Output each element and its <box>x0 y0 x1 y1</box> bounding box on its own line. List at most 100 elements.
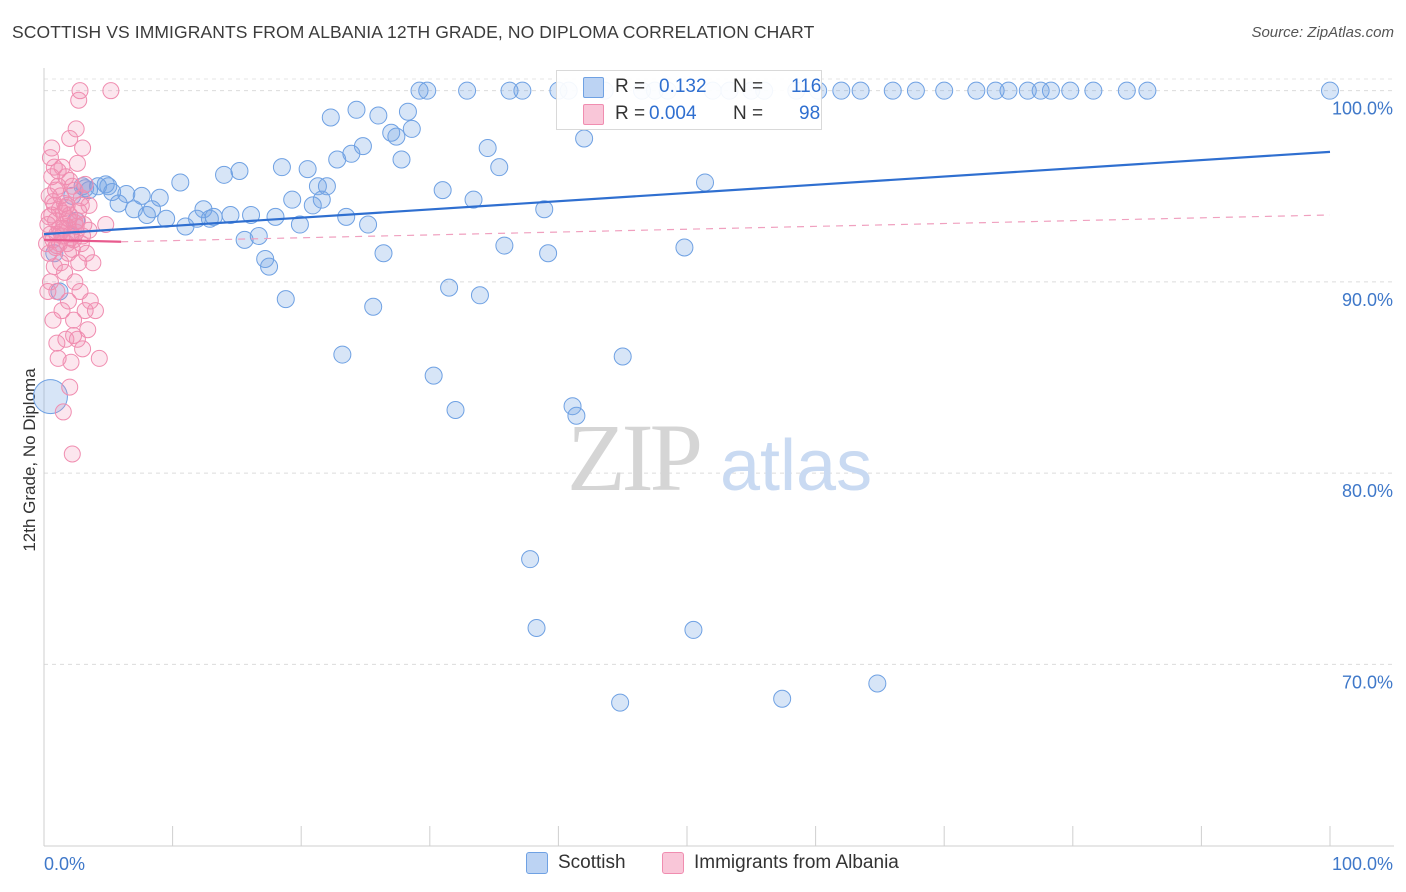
albania-point <box>49 162 67 180</box>
albania-point <box>71 82 89 100</box>
r-label: R = <box>615 76 646 97</box>
scottish-point <box>347 100 366 119</box>
scottish-point <box>478 139 497 158</box>
scottish-point <box>283 190 302 209</box>
scottish-point <box>249 227 268 246</box>
scottish-point <box>611 693 630 712</box>
scottish-point <box>353 137 372 156</box>
scottish-point <box>433 181 452 200</box>
scottish-point <box>424 366 443 385</box>
albania-point <box>77 244 95 262</box>
trend-lines <box>43 150 1331 243</box>
albania-point <box>54 403 72 421</box>
scottish-point <box>999 81 1018 100</box>
albania-point <box>53 302 71 320</box>
scottish-point <box>402 119 421 138</box>
legend-item-albania: Immigrants from Albania <box>662 852 899 874</box>
scottish-point <box>157 209 176 228</box>
albania-r-value: 0.004 <box>649 103 697 124</box>
scottish-n-value: 116 <box>791 76 822 97</box>
scottish-r-value: 0.132 <box>659 76 707 97</box>
scottish-point <box>410 81 429 100</box>
x-tick-label-min: 0.0% <box>44 854 85 874</box>
scottish-point <box>374 244 393 263</box>
scottish-point <box>99 177 118 196</box>
albania-point <box>102 82 120 100</box>
albania-point <box>63 240 81 258</box>
scottish-point <box>418 81 437 100</box>
scottish-point <box>613 347 632 366</box>
scottish-point <box>470 286 489 305</box>
tick-labels: 70.0% 80.0% 90.0% 100.0% 0.0% 100.0% <box>44 99 1393 874</box>
scottish-point <box>150 188 169 207</box>
scottish-point <box>832 81 851 100</box>
scottish-point <box>1117 81 1136 100</box>
scottish-point <box>1018 81 1037 100</box>
y-tick-label: 80.0% <box>1342 481 1393 501</box>
albania-point <box>74 340 92 358</box>
albania-point <box>67 217 85 235</box>
albania-point <box>39 282 57 300</box>
scottish-point <box>290 215 309 234</box>
scottish-point <box>171 173 190 192</box>
series-legend: Scottish Immigrants from Albania <box>0 852 1406 878</box>
scottish-point <box>76 179 95 198</box>
correlation-legend: R = 0.132 N = 116 R = 0.004 N = 98 <box>556 70 822 130</box>
x-tick-label-max: 100.0% <box>1332 854 1393 874</box>
albania-point <box>57 198 75 216</box>
albania-point <box>49 349 67 367</box>
scottish-trend-line <box>43 150 1331 236</box>
albania-point <box>67 120 85 138</box>
scottish-point <box>495 236 514 255</box>
scottish-point <box>967 81 986 100</box>
scottish-point <box>215 165 234 184</box>
scottish-point <box>137 205 156 224</box>
y-tick-label: 100.0% <box>1332 99 1393 119</box>
scottish-point <box>513 81 532 100</box>
albania-point <box>68 154 86 172</box>
watermark-zip: ZIP <box>567 404 700 511</box>
albania-legend-label: Immigrants from Albania <box>694 852 899 873</box>
scottish-point <box>272 158 291 177</box>
scottish-point <box>303 196 322 215</box>
scottish-point <box>675 238 694 257</box>
albania-point <box>79 321 97 339</box>
scottish-point <box>276 290 295 309</box>
scottish-legend-swatch <box>526 852 548 874</box>
albania-swatch <box>583 104 604 125</box>
watermark: ZIP atlas <box>567 404 872 511</box>
albania-trend-extension <box>121 214 1331 243</box>
albania-point <box>41 149 59 167</box>
scottish-point <box>337 207 356 226</box>
albania-point <box>74 139 92 157</box>
scottish-legend-label: Scottish <box>558 852 626 873</box>
scottish-point <box>387 127 406 146</box>
albania-point <box>61 172 79 190</box>
scottish-point <box>392 150 411 169</box>
scottish-point <box>539 244 558 263</box>
scottish-point <box>563 397 582 416</box>
scottish-point <box>230 161 249 180</box>
albania-point <box>84 254 102 272</box>
albania-point <box>45 258 63 276</box>
scottish-point <box>117 184 136 203</box>
albania-point <box>61 129 79 147</box>
scottish-point <box>868 674 887 693</box>
scottish-point <box>464 190 483 209</box>
scottish-point <box>333 345 352 364</box>
scottish-point <box>1031 81 1050 100</box>
chart-title: SCOTTISH VS IMMIGRANTS FROM ALBANIA 12TH… <box>12 22 815 42</box>
scottish-point <box>527 619 546 638</box>
scottish-point <box>773 689 792 708</box>
y-tick-label: 90.0% <box>1342 290 1393 310</box>
albania-point <box>44 311 62 329</box>
albania-point <box>65 311 83 329</box>
albania-point <box>40 208 58 226</box>
scottish-point <box>440 278 459 297</box>
albania-point <box>76 175 94 193</box>
scottish-point <box>986 81 1005 100</box>
n-label: N = <box>733 76 764 97</box>
scottish-point <box>317 177 336 196</box>
scottish-points <box>32 81 1339 712</box>
